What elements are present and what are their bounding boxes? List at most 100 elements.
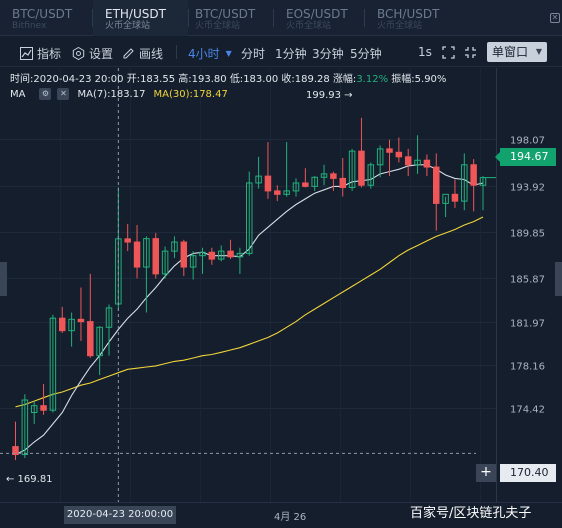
ohlc-info: 时间:2020-04-23 20:00 开:183.55 高:193.80 低:… (10, 70, 446, 85)
draw-tools-button[interactable]: 画线 (122, 45, 163, 62)
candle (133, 225, 141, 279)
tab-pair: BTC/USDT (195, 7, 256, 21)
candle-body (302, 182, 309, 187)
chart-grid (0, 68, 497, 502)
high-marker: 199.93 → (306, 90, 353, 101)
tab-btc-bitfinex[interactable]: BTC/USDT Bitfinex (0, 0, 92, 36)
left-panel-handle[interactable] (0, 262, 7, 296)
amplitude-value: 5.90% (414, 74, 447, 85)
close-icon[interactable]: ✕ (57, 88, 70, 100)
crosshair-date-tag: 2020-04-23 20:00:00 (64, 506, 176, 524)
gear-icon (72, 47, 85, 60)
interval-1min[interactable]: 1分钟 (275, 45, 307, 62)
price-tick-label: 178.16 (510, 362, 545, 373)
price-tick-label: 189.85 (510, 229, 545, 240)
speed-label: 1s (418, 45, 432, 59)
candle-body (21, 399, 29, 456)
candle-body (105, 307, 113, 328)
candle (264, 142, 272, 199)
candle-body (339, 177, 346, 188)
candle-body (470, 164, 477, 186)
candle-body (358, 150, 365, 186)
interval-3min[interactable]: 3分钟 (312, 45, 344, 62)
candle (255, 156, 262, 189)
candle (433, 153, 440, 231)
candle (470, 159, 477, 212)
candle (302, 168, 309, 188)
high-value: 193.80 (191, 74, 227, 85)
crosshair (0, 68, 496, 502)
candle-body (311, 176, 318, 187)
interval-dropdown[interactable]: 4小时 ▼ (188, 45, 232, 62)
interval-timeline[interactable]: 分时 (241, 45, 265, 62)
candle (479, 176, 487, 211)
candle-body (236, 252, 244, 258)
caret-down-icon: ▼ (225, 49, 232, 58)
candle (227, 239, 234, 260)
candle-body (376, 148, 384, 166)
exit-fullscreen-icon[interactable] (464, 46, 477, 59)
ma-label: MA (10, 88, 26, 100)
window-mode-select[interactable]: 单窗口 ▼ (487, 42, 547, 62)
tab-bch-huobi[interactable]: BCH/USDT 火币全球站 (365, 0, 455, 36)
add-alert-button[interactable]: + (476, 464, 496, 482)
tab-btc-huobi[interactable]: BTC/USDT 火币全球站 (183, 0, 273, 36)
candle-body (227, 250, 234, 258)
candle-body (96, 326, 103, 357)
price-tick-label: 174.42 (510, 405, 545, 416)
settings-button[interactable]: 设置 (72, 45, 113, 62)
candle (180, 239, 188, 277)
interval-label: 5分钟 (350, 47, 382, 61)
fullscreen-icon[interactable] (442, 46, 455, 59)
tab-eos-huobi[interactable]: EOS/USDT 火币全球站 (274, 0, 364, 36)
indicators-button[interactable]: 指标 (20, 45, 61, 62)
candle-body (217, 250, 225, 260)
candle (423, 154, 431, 177)
candle (217, 245, 225, 262)
pencil-icon (123, 48, 134, 59)
time-tick: 4月 26 (274, 512, 307, 523)
high-label: 高: (178, 74, 192, 85)
tab-divider (364, 9, 365, 27)
candle (320, 164, 328, 186)
candle (208, 247, 216, 265)
refresh-speed[interactable]: 1s (418, 45, 432, 59)
candle-body (479, 177, 487, 186)
candle-body (133, 241, 141, 268)
chart-toolbar: 指标 设置 画线 4小时 ▼ 分时 1分钟 3分钟 5分钟 1s 单窗口 ▼ (0, 37, 562, 67)
settings-label: 设置 (89, 47, 114, 61)
candle-body (348, 150, 356, 189)
crosshair-price-tag: 170.40 (500, 464, 556, 482)
ma30-line (15, 216, 484, 408)
candle-body (77, 318, 85, 323)
right-panel-handle[interactable] (555, 262, 562, 296)
candle-body (40, 405, 47, 411)
change-label: 涨幅: (332, 74, 357, 85)
indicators-label: 指标 (37, 47, 62, 61)
symbol-tabs: BTC/USDT Bitfinex ETH/USDT 火币全球站 BTC/USD… (0, 0, 562, 36)
candle (404, 148, 412, 177)
candle-body (68, 318, 75, 332)
candle-body (143, 238, 150, 268)
candle-body (59, 317, 66, 332)
tab-divider (188, 9, 189, 27)
candle (12, 421, 19, 461)
close-value: 189.28 (294, 74, 330, 85)
caret-down-icon: ▼ (535, 47, 542, 56)
candle-body (404, 156, 412, 166)
candle (152, 232, 159, 279)
interval-5min[interactable]: 5分钟 (350, 45, 382, 62)
draw-label: 画线 (139, 47, 164, 61)
tab-exchange: 火币全球站 (377, 21, 423, 31)
close-icon[interactable]: ✕ (550, 13, 560, 23)
settings-icon[interactable]: ⚙ (39, 88, 52, 100)
tab-eth-huobi[interactable]: ETH/USDT 火币全球站 (93, 0, 188, 36)
time-label: 时间: (10, 74, 34, 85)
candle-body (12, 446, 19, 456)
ma30-value: MA(30):178.47 (153, 88, 228, 100)
candle-body (433, 166, 440, 204)
candle (274, 185, 281, 202)
candle-body (274, 190, 281, 195)
candle-body (395, 151, 403, 158)
